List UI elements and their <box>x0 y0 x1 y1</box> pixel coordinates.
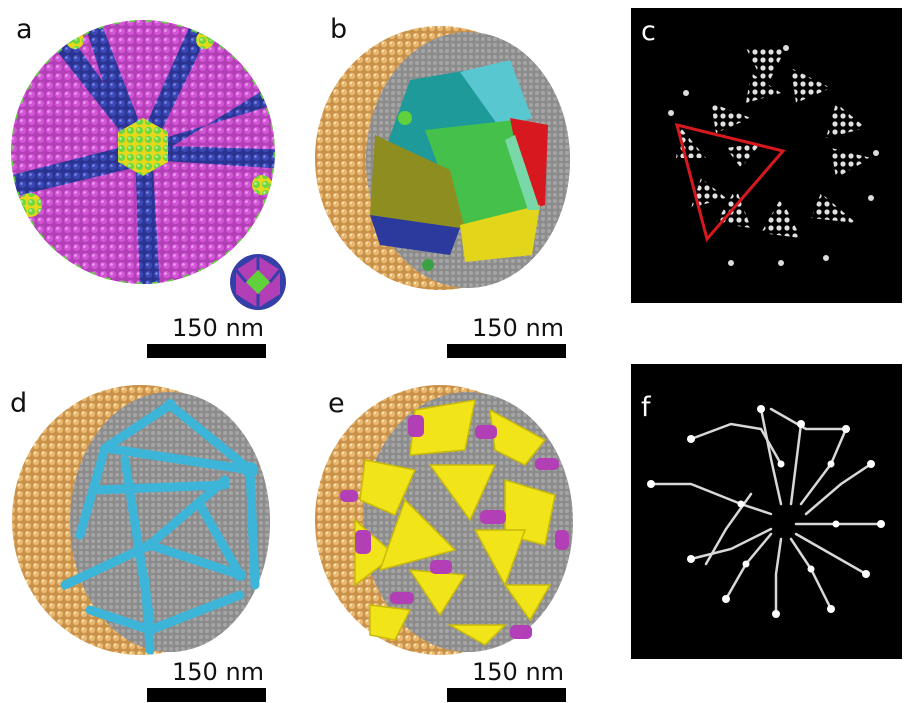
highlight-triangle <box>674 122 786 243</box>
scale-bar-label-e: 150 nm <box>472 658 565 686</box>
scale-bar-label-b: 150 nm <box>472 314 565 342</box>
icosahedron-inset-icon <box>230 254 286 310</box>
cutaway-sphere-d <box>12 385 270 655</box>
panel-d: d 150 nm <box>0 370 290 703</box>
scale-bar-e <box>447 688 566 702</box>
scale-bar-b <box>447 344 566 358</box>
panel-a: a <box>0 0 290 370</box>
nanoparticle-sphere-a <box>11 20 275 284</box>
scale-bar-label-a: 150 nm <box>172 314 265 342</box>
panel-e: e 150 nm <box>300 370 600 703</box>
projection-image-c <box>668 45 879 266</box>
panel-label-a: a <box>16 14 33 45</box>
scale-bar-label-d: 150 nm <box>172 658 265 686</box>
scale-bar-d <box>147 688 266 702</box>
panel-label-c: c <box>641 16 656 47</box>
panel-label-b: b <box>330 14 348 45</box>
projection-image-f <box>647 405 885 618</box>
panel-b: b 150 nm <box>300 0 600 370</box>
cutaway-sphere-b <box>315 26 570 290</box>
panel-f: f <box>631 364 902 659</box>
cutaway-sphere-e <box>315 385 573 655</box>
panel-c: c <box>631 8 902 303</box>
panel-label-e: e <box>328 388 345 419</box>
panel-label-d: d <box>10 388 28 419</box>
scale-bar-a <box>147 344 266 358</box>
panel-label-f: f <box>641 392 651 423</box>
